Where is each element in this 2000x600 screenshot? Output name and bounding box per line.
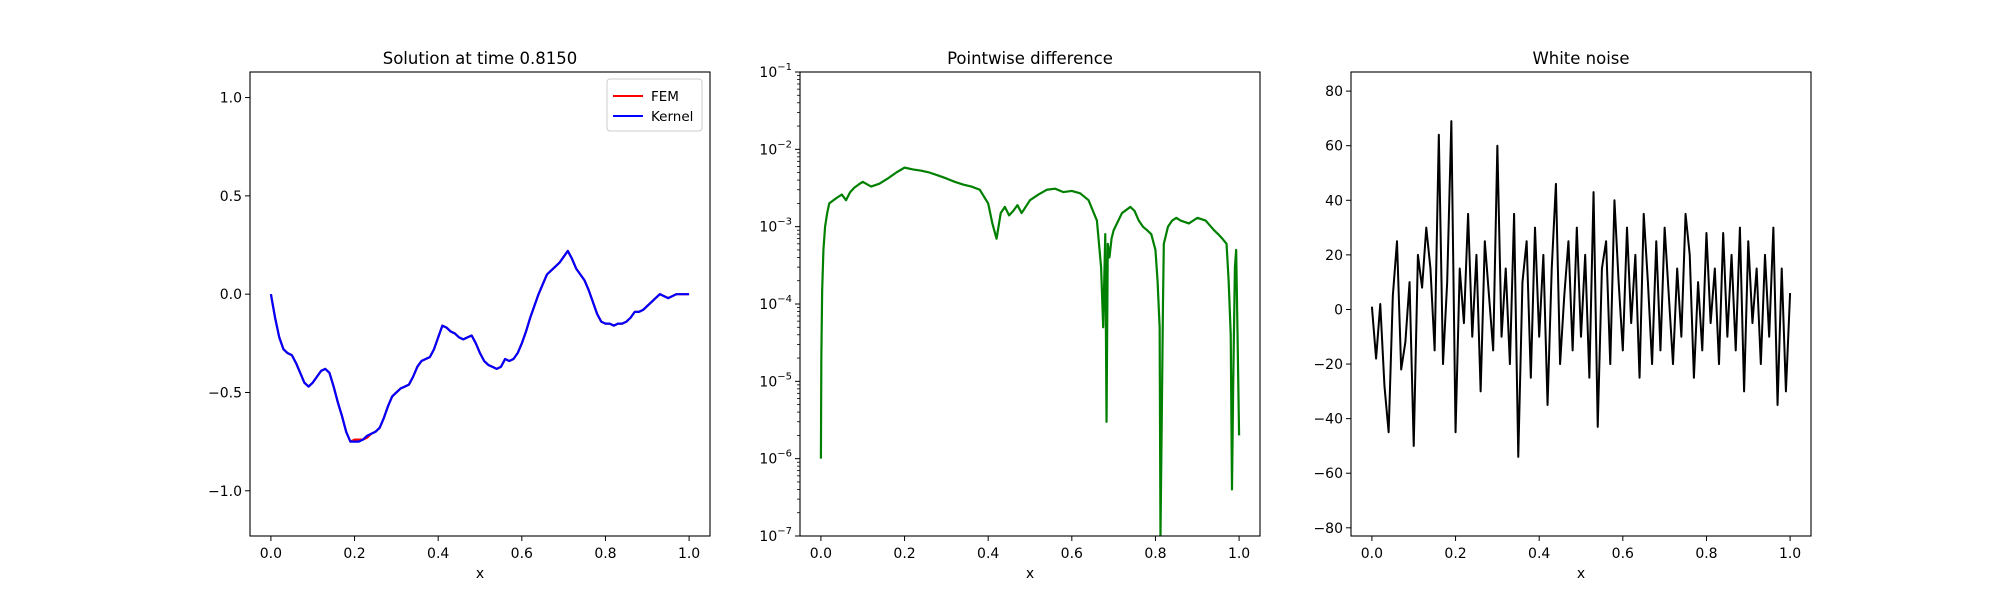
x-tick-label: 0.4 xyxy=(977,546,999,562)
y-tick-label: 10−3 xyxy=(759,217,792,236)
x-tick-label: 0.2 xyxy=(343,546,365,562)
x-axis-label: x xyxy=(476,566,484,582)
chart-title: Solution at time 0.8150 xyxy=(383,49,578,68)
pointwise-difference-panel: 0.0 0.2 0.4 0.6 0.8 1.0 10−7 10−6 10−5 10−4 10−3 10… xyxy=(759,49,1261,582)
x-tick-label: 1.0 xyxy=(1228,546,1250,562)
y-tick-label: 0.0 xyxy=(220,287,242,303)
solution-panel: 0.0 0.2 0.4 0.6 0.8 1.0 −1.0 −0.5 0.0 0.5 1.0 Solut… xyxy=(208,49,711,582)
y-tick-label: 1.0 xyxy=(220,91,242,107)
x-tick-label: 0.0 xyxy=(810,546,832,562)
legend: FEM Kernel xyxy=(606,78,703,132)
y-tick-label: −20 xyxy=(1313,357,1343,373)
x-tick-label: 0.6 xyxy=(511,546,533,562)
y-tick-label: 10−5 xyxy=(759,371,792,390)
y-tick-label: 80 xyxy=(1325,84,1343,100)
y-tick-label: 10−1 xyxy=(759,62,792,81)
x-tick-label: 0.2 xyxy=(1444,546,1466,562)
x-tick-label: 0.4 xyxy=(427,546,449,562)
y-tick-label: 10−4 xyxy=(759,294,792,313)
x-tick-label: 1.0 xyxy=(1779,546,1801,562)
x-tick-label: 0.8 xyxy=(1695,546,1717,562)
x-tick-label: 1.0 xyxy=(678,546,700,562)
x-tick-label: 0.0 xyxy=(1361,546,1383,562)
y-tick-label: 10−7 xyxy=(759,526,792,545)
x-tick-label: 0.6 xyxy=(1061,546,1083,562)
y-tick-label: 40 xyxy=(1325,193,1343,209)
y-tick-label: −60 xyxy=(1313,466,1343,482)
y-tick-label: 20 xyxy=(1325,248,1343,264)
solution-series-group xyxy=(269,249,690,443)
plot-frame xyxy=(249,71,711,537)
legend-label-fem: FEM xyxy=(651,89,679,105)
x-tick-label: 0.6 xyxy=(1612,546,1634,562)
x-tick-label: 0.8 xyxy=(1144,546,1166,562)
y-tick-label: 0 xyxy=(1334,302,1343,318)
series-line-noise xyxy=(1370,120,1792,458)
x-tick-label: 0.0 xyxy=(260,546,282,562)
y-tick-label: −0.5 xyxy=(208,385,242,401)
legend-box xyxy=(606,78,703,132)
y-tick-label: −1.0 xyxy=(208,484,242,500)
legend-label-kernel: Kernel xyxy=(651,109,693,125)
series-line-kernel xyxy=(269,249,690,443)
chart-title: Pointwise difference xyxy=(947,49,1113,68)
x-tick-label: 0.4 xyxy=(1528,546,1550,562)
y-tick-label: 10−2 xyxy=(759,139,792,158)
chart-title: White noise xyxy=(1532,49,1629,68)
x-axis-label: x xyxy=(1026,566,1034,582)
series-line-difference xyxy=(819,166,1241,536)
white-noise-panel: 0.0 0.2 0.4 0.6 0.8 1.0 −80 −60 −40 −20 0 20 40 60 80 W… xyxy=(1313,49,1812,582)
difference-series-group xyxy=(819,166,1241,536)
x-axis-label: x xyxy=(1577,566,1585,582)
y-tick-label: −40 xyxy=(1313,412,1343,428)
y-tick-label: 0.5 xyxy=(220,189,242,205)
y-tick-label: −80 xyxy=(1313,521,1343,537)
x-tick-label: 0.2 xyxy=(893,546,915,562)
y-tick-label: 10−6 xyxy=(759,449,792,468)
plot-frame xyxy=(1350,71,1812,537)
noise-series-group xyxy=(1370,120,1792,458)
y-tick-label: 60 xyxy=(1325,139,1343,155)
x-tick-label: 0.8 xyxy=(594,546,616,562)
